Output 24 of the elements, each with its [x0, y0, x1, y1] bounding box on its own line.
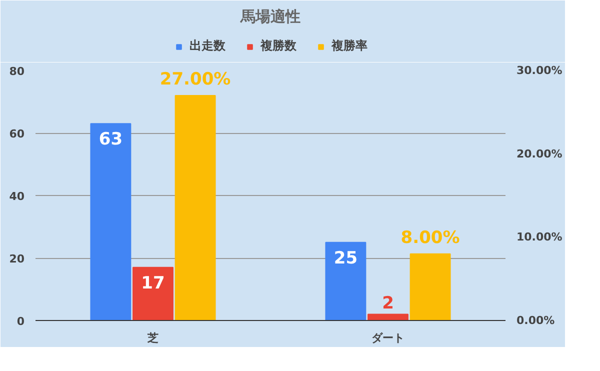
x-tick-label: 芝 — [146, 332, 158, 344]
data-label: 8.00% — [400, 228, 460, 248]
y2-tick-label: 10.00% — [516, 230, 562, 244]
bar — [132, 266, 174, 320]
y2-tick-label: 0.00% — [516, 314, 555, 327]
chart-title: 馬場適性 — [240, 8, 300, 26]
y-tick-label: 20 — [9, 252, 25, 266]
data-label: 17 — [141, 273, 165, 294]
y2-tick-label: 30.00% — [516, 64, 562, 77]
y-tick-label: 60 — [9, 128, 25, 140]
data-label: 25 — [334, 248, 358, 268]
data-label: 27.00% — [160, 70, 231, 90]
y-tick-label: 80 — [9, 65, 25, 78]
data-label: 63 — [98, 130, 123, 150]
y2-tick-label: 20.00% — [516, 147, 562, 160]
legend-label: 出走数 — [190, 38, 226, 54]
bar — [90, 123, 132, 320]
bar — [325, 242, 366, 320]
y-tick-label: 40 — [9, 190, 25, 203]
data-label: 2 — [382, 293, 394, 314]
y-tick-label: 0 — [16, 315, 25, 328]
legend-label: 複勝数 — [260, 38, 296, 54]
x-tick-label: ダート — [372, 332, 404, 344]
legend-label: 複勝率 — [332, 38, 368, 54]
